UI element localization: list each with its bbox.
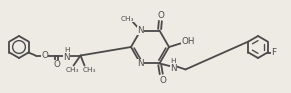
Text: CH₃: CH₃	[121, 16, 134, 22]
Text: N: N	[137, 26, 144, 35]
Text: O: O	[41, 51, 48, 60]
Text: O: O	[159, 76, 166, 85]
Text: O: O	[157, 11, 164, 20]
Text: N: N	[137, 59, 144, 68]
Text: OH: OH	[181, 36, 195, 45]
Text: N: N	[170, 64, 177, 73]
Text: CH₃: CH₃	[83, 68, 96, 73]
Text: F: F	[271, 48, 276, 57]
Text: N: N	[63, 53, 70, 61]
Text: O: O	[53, 60, 60, 69]
Text: H: H	[171, 58, 176, 64]
Text: CH₃: CH₃	[66, 68, 79, 73]
Text: H: H	[64, 47, 69, 53]
